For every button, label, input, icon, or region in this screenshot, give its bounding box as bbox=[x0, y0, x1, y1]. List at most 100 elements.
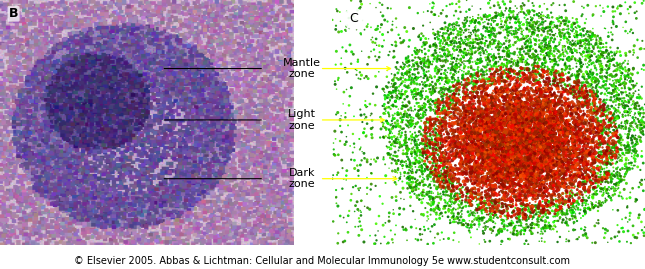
Point bbox=[519, 125, 529, 129]
Point bbox=[359, 127, 370, 131]
Point bbox=[457, 102, 467, 106]
Point bbox=[539, 163, 549, 168]
Point bbox=[530, 208, 540, 213]
Point bbox=[588, 158, 598, 162]
Point bbox=[570, 193, 580, 197]
Point bbox=[573, 167, 584, 172]
Point bbox=[504, 166, 515, 171]
Point bbox=[524, 114, 535, 118]
Point bbox=[596, 166, 606, 170]
Point bbox=[617, 114, 628, 119]
Point bbox=[432, 206, 442, 211]
Point bbox=[537, 150, 548, 154]
Point bbox=[537, 210, 548, 214]
Point bbox=[402, 114, 412, 118]
Point bbox=[428, 85, 438, 89]
Point bbox=[437, 8, 448, 12]
Point bbox=[528, 154, 538, 158]
Point bbox=[535, 204, 546, 208]
Point bbox=[480, 102, 490, 107]
Point bbox=[445, 181, 455, 186]
Point bbox=[582, 113, 593, 118]
Point bbox=[589, 107, 599, 111]
Point bbox=[633, 104, 644, 108]
Point bbox=[456, 125, 466, 130]
Point bbox=[535, 157, 546, 161]
Point bbox=[386, 82, 397, 86]
Point bbox=[465, 143, 475, 148]
Point bbox=[512, 113, 522, 117]
Point bbox=[435, 197, 446, 202]
Point bbox=[499, 72, 510, 76]
Point bbox=[533, 23, 544, 28]
Point bbox=[546, 202, 556, 207]
Point bbox=[545, 89, 555, 93]
Point bbox=[528, 103, 539, 108]
Point bbox=[601, 45, 611, 49]
Point bbox=[519, 136, 529, 141]
Point bbox=[524, 107, 534, 111]
Point bbox=[414, 129, 424, 134]
Point bbox=[546, 186, 557, 191]
Point bbox=[435, 216, 445, 221]
Point bbox=[532, 162, 542, 167]
Point bbox=[493, 140, 504, 144]
Point bbox=[575, 93, 586, 98]
Point bbox=[506, 165, 517, 169]
Point bbox=[481, 188, 491, 193]
Point bbox=[553, 84, 563, 88]
Point bbox=[505, 67, 515, 71]
Point bbox=[519, 135, 529, 140]
Point bbox=[595, 172, 606, 177]
Point bbox=[522, 170, 532, 174]
Point bbox=[484, 202, 495, 207]
Point bbox=[494, 55, 504, 59]
Point bbox=[444, 170, 454, 174]
Point bbox=[535, 116, 546, 120]
Point bbox=[412, 196, 422, 200]
Point bbox=[522, 23, 533, 27]
Point bbox=[613, 208, 623, 213]
Point bbox=[467, 95, 477, 99]
Point bbox=[516, 128, 526, 132]
Point bbox=[600, 152, 611, 157]
Point bbox=[465, 170, 475, 174]
Point bbox=[512, 106, 522, 110]
Point bbox=[597, 175, 607, 179]
Point bbox=[505, 68, 515, 72]
Point bbox=[480, 142, 490, 147]
Point bbox=[518, 108, 528, 113]
Point bbox=[493, 158, 504, 162]
Point bbox=[401, 90, 411, 94]
Point bbox=[445, 43, 455, 47]
Point bbox=[508, 123, 518, 127]
Point bbox=[563, 139, 573, 143]
Point bbox=[464, 95, 475, 100]
Point bbox=[451, 220, 461, 224]
Point bbox=[542, 76, 552, 81]
Point bbox=[502, 136, 513, 140]
Point bbox=[582, 77, 592, 82]
Point bbox=[513, 102, 523, 107]
Point bbox=[609, 113, 619, 117]
Point bbox=[399, 115, 409, 119]
Point bbox=[417, 103, 428, 108]
Point bbox=[593, 147, 604, 151]
Point bbox=[524, 179, 534, 184]
Point bbox=[557, 67, 568, 72]
Point bbox=[473, 37, 483, 42]
Point bbox=[430, 75, 440, 79]
Point bbox=[413, 49, 424, 54]
Point bbox=[541, 136, 551, 140]
Point bbox=[371, 5, 381, 10]
Point bbox=[499, 114, 509, 118]
Point bbox=[520, 146, 530, 151]
Point bbox=[591, 140, 602, 144]
Point bbox=[575, 44, 585, 48]
Point bbox=[524, 179, 535, 183]
Point bbox=[530, 141, 540, 145]
Point bbox=[502, 23, 512, 27]
Point bbox=[543, 120, 553, 124]
Point bbox=[587, 203, 597, 207]
Point bbox=[615, 66, 626, 70]
